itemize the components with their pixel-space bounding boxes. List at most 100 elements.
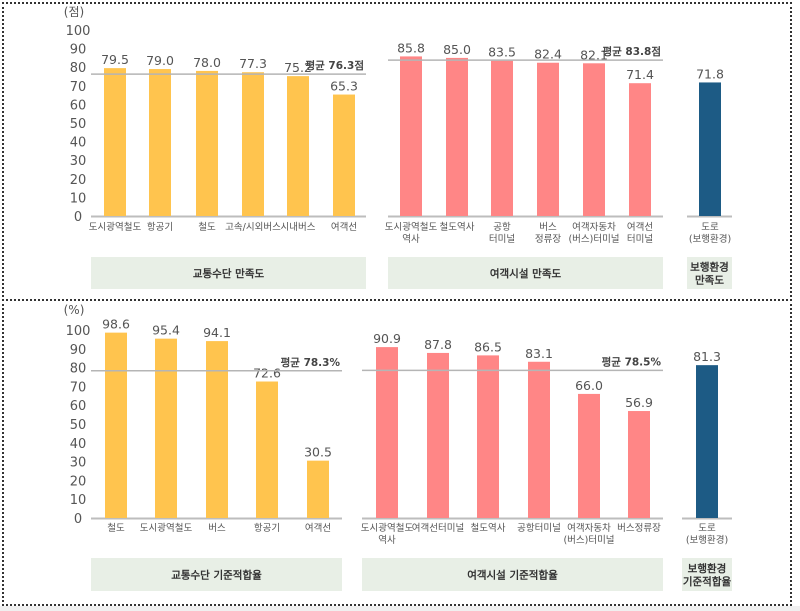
- y-tick-label: 20: [70, 173, 87, 188]
- bar: [537, 62, 559, 217]
- y-tick-label: 0: [74, 512, 82, 527]
- bar-value-label: 75.2: [284, 60, 312, 75]
- category-label: 버스정류장: [617, 523, 661, 534]
- y-tick-label: 90: [70, 43, 87, 58]
- bar: [149, 69, 171, 216]
- y-tick-label: 80: [70, 61, 87, 76]
- bar: [105, 332, 127, 518]
- category-label: 여객자동차: [567, 522, 611, 534]
- category-label: 버스: [208, 523, 226, 534]
- bar-value-label: 56.9: [625, 395, 653, 410]
- bar: [242, 72, 264, 216]
- group-band: [91, 257, 366, 289]
- bar: [578, 393, 600, 518]
- y-tick-label: 80: [70, 362, 87, 377]
- group-label: 여객시설 만족도: [490, 267, 562, 280]
- category-label: 철도역사: [471, 523, 506, 534]
- category-label: 여객선: [305, 522, 331, 534]
- y-tick-label: 60: [70, 399, 87, 414]
- category-label: 도시광역철도: [140, 522, 193, 534]
- bar-value-label: 90.9: [373, 331, 401, 346]
- category-label: 역사: [378, 535, 396, 546]
- group-band: [388, 257, 663, 289]
- category-label: (보행환경): [689, 233, 731, 245]
- group-label: 교통수단 만족도: [193, 267, 265, 280]
- bar-value-label: 85.8: [397, 40, 425, 55]
- average-label: 평균 76.3점: [305, 59, 364, 72]
- bar-value-label: 87.8: [424, 337, 452, 352]
- group-band: [687, 257, 732, 289]
- group-label: 만족도: [695, 274, 724, 287]
- average-label: 평균 78.3%: [281, 356, 341, 369]
- category-label: 시내버스: [281, 222, 316, 233]
- y-tick-label: 40: [70, 437, 87, 452]
- bar-value-label: 82.4: [534, 47, 562, 62]
- bar-value-label: 78.0: [193, 55, 221, 70]
- category-label: 정류장: [535, 234, 561, 245]
- bar: [400, 56, 422, 216]
- y-tick-label: 30: [70, 456, 87, 471]
- bar: [446, 57, 468, 217]
- category-label: 철도: [198, 222, 216, 233]
- y-tick-label: 70: [70, 80, 87, 95]
- group-label: 기준적합율: [683, 575, 732, 588]
- average-label: 평균 78.5%: [602, 355, 662, 368]
- y-axis-unit-label: (%): [64, 303, 85, 317]
- bar-value-label: 98.6: [102, 317, 130, 332]
- y-tick-label: 0: [74, 210, 82, 225]
- category-label: 여객선: [331, 221, 357, 233]
- y-tick-label: 10: [70, 493, 87, 508]
- group-label: 보행환경: [690, 261, 729, 274]
- bar-value-label: 79.0: [146, 53, 174, 68]
- category-label: 역사: [402, 234, 420, 245]
- bottom-panel-frame: [2, 299, 792, 606]
- category-label: 항공기: [147, 222, 173, 233]
- y-axis-unit-label: (점): [64, 5, 84, 19]
- bar: [628, 411, 650, 518]
- y-tick-label: 60: [70, 98, 87, 113]
- bar: [696, 365, 718, 518]
- y-tick-label: 100: [66, 324, 91, 339]
- group-label: 교통수단 기준적합율: [171, 569, 262, 582]
- category-label: 여객선: [627, 221, 653, 233]
- category-label: 공항: [493, 222, 511, 233]
- bar-value-label: 79.5: [101, 52, 129, 67]
- bar-value-label: 86.5: [474, 339, 502, 354]
- bar: [287, 76, 309, 217]
- bar: [699, 82, 721, 217]
- bar: [196, 70, 218, 216]
- bar: [583, 63, 605, 216]
- group-band: [91, 558, 342, 591]
- bar-value-label: 82.1: [580, 47, 608, 62]
- bar: [256, 381, 278, 518]
- bar-value-label: 71.8: [696, 66, 724, 81]
- bar: [333, 94, 355, 216]
- category-label: 도시광역철도: [361, 522, 414, 534]
- bar: [104, 68, 126, 216]
- bar-value-label: 83.5: [488, 45, 516, 60]
- bar-value-label: 95.4: [152, 323, 180, 338]
- group-band: [362, 558, 663, 591]
- group-band: [682, 558, 732, 591]
- y-tick-label: 30: [70, 154, 87, 169]
- category-label: 터미널: [627, 234, 653, 245]
- bar-value-label: 94.1: [203, 325, 231, 340]
- bottom-strip: [0, 606, 800, 611]
- category-label: 여객자동차: [572, 221, 616, 233]
- bar: [491, 60, 513, 216]
- bar-value-label: 83.1: [525, 346, 553, 361]
- category-label: (버스)터미널: [568, 234, 619, 245]
- y-tick-label: 90: [70, 343, 87, 358]
- y-tick-label: 20: [70, 474, 87, 489]
- category-label: 터미널: [489, 234, 515, 245]
- average-label: 평균 83.8점: [602, 45, 661, 58]
- bar-value-label: 71.4: [626, 67, 654, 82]
- bar-value-label: 81.3: [693, 349, 721, 364]
- y-tick-label: 100: [66, 24, 91, 39]
- category-label: 도로: [701, 222, 719, 233]
- bar-value-label: 72.6: [253, 366, 281, 381]
- y-tick-label: 10: [70, 191, 87, 206]
- bar-value-label: 66.0: [575, 378, 603, 393]
- category-label: 철도역사: [440, 222, 475, 233]
